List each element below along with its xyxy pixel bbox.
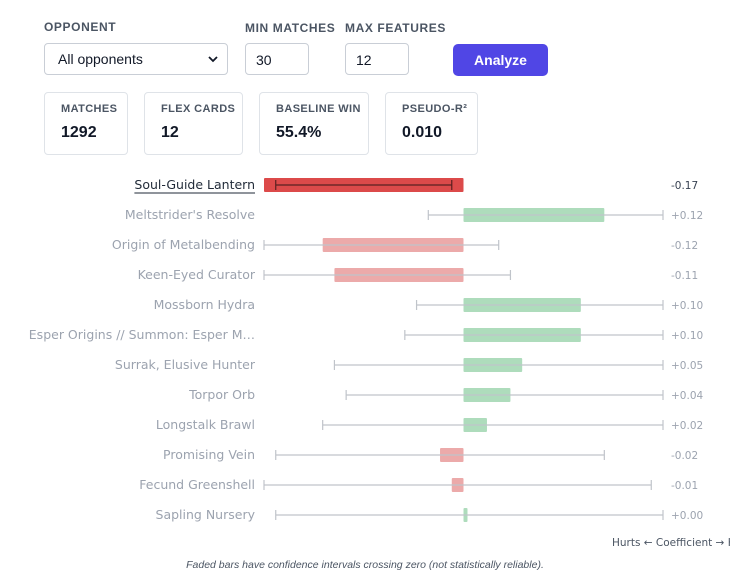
stat-card-baseline-win: BASELINE WIN 55.4% <box>259 92 369 155</box>
stat-title: BASELINE WIN <box>276 103 361 115</box>
chevron-down-icon <box>208 56 218 63</box>
chart-value-label: +0.12 <box>671 210 703 222</box>
stat-value: 55.4% <box>276 124 322 141</box>
opponent-select-value: All opponents <box>58 51 143 67</box>
chart-category-label: Esper Origins // Summon: Esper M… <box>29 327 255 342</box>
chart-value-label: -0.12 <box>671 240 698 252</box>
chart-value-label: -0.11 <box>671 270 698 282</box>
chart-value-label: -0.17 <box>671 180 698 192</box>
chart-value-label: -0.01 <box>671 480 698 492</box>
max-features-input[interactable]: 12 <box>345 43 409 75</box>
chart-category-label: Longstalk Brawl <box>156 417 255 432</box>
stat-card-flex-cards: FLEX CARDS 12 <box>144 92 243 155</box>
opponent-select[interactable]: All opponents <box>44 43 228 75</box>
coefficient-chart: Soul-Guide Lantern -0.17 Meltstrider's Res… <box>29 177 730 549</box>
opponent-label: OPPONENT <box>44 20 117 34</box>
analyze-button[interactable]: Analyze <box>453 44 548 76</box>
chart-axis-note: Hurts ← Coefficient → He <box>612 537 730 549</box>
chart-value-label: +0.10 <box>671 330 703 342</box>
chart-category-label: Sapling Nursery <box>156 507 256 522</box>
chart-footnote: Faded bars have confidence intervals cro… <box>186 559 544 571</box>
chart-category-label: Origin of Metalbending <box>112 237 255 252</box>
chart-category-label: Torpor Orb <box>188 387 255 402</box>
stat-title: FLEX CARDS <box>161 103 236 115</box>
stat-card-matches: MATCHES 1292 <box>44 92 128 155</box>
chart-category-label: Surrak, Elusive Hunter <box>115 357 256 372</box>
chart-value-label: -0.02 <box>671 450 698 462</box>
stat-value: 1292 <box>61 124 97 141</box>
chart-category-label: Fecund Greenshell <box>139 477 255 492</box>
chart-value-label: +0.04 <box>671 390 703 402</box>
min-matches-input[interactable]: 30 <box>245 43 309 75</box>
chart-category-label: Keen-Eyed Curator <box>138 267 256 282</box>
stat-value: 12 <box>161 124 179 141</box>
chart-value-label: +0.02 <box>671 420 703 432</box>
stat-title: PSEUDO-R² <box>402 103 468 115</box>
stat-value: 0.010 <box>402 124 443 141</box>
chart-category-label: Promising Vein <box>163 447 255 462</box>
chart-value-label: +0.00 <box>671 510 703 522</box>
stat-title: MATCHES <box>61 103 118 115</box>
max-features-label: MAX FEATURES <box>345 21 446 35</box>
stat-card-pseudo-r2: PSEUDO-R² 0.010 <box>385 92 478 155</box>
chart-value-label: +0.05 <box>671 360 703 372</box>
chart-value-label: +0.10 <box>671 300 703 312</box>
min-matches-label: MIN MATCHES <box>245 21 336 35</box>
chart-category-label: Soul-Guide Lantern <box>134 177 255 192</box>
chart-category-label: Mossborn Hydra <box>154 297 255 312</box>
chart-category-label: Meltstrider's Resolve <box>125 207 255 222</box>
